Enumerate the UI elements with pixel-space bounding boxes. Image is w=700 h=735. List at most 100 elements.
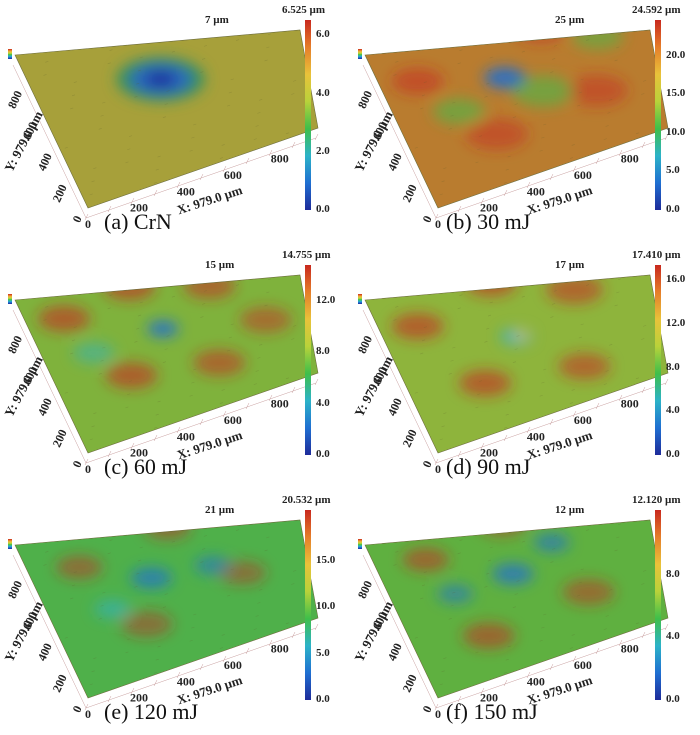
colorbar (655, 510, 661, 700)
x-tick-label: 400 (177, 184, 195, 198)
y-tick-label: 600 (20, 365, 40, 387)
colorbar-max-label: 20.532 µm (282, 494, 331, 506)
x-tick-label: 800 (621, 152, 639, 166)
colorbar-tick-label: 0.0 (666, 448, 680, 460)
z-marker (8, 294, 12, 304)
colorbar-max-label: 14.755 µm (282, 249, 331, 261)
y-tick-label: 400 (385, 641, 405, 663)
colorbar (655, 265, 661, 455)
colorbar-tick-label: 0.0 (316, 448, 330, 460)
x-tick-label: 600 (574, 658, 592, 672)
x-tick-label: 600 (574, 168, 592, 182)
z-max-label: 15 µm (205, 259, 235, 271)
z-marker (8, 49, 12, 59)
panel-caption: (d) 90 mJ (446, 454, 531, 479)
panel-2: 0 200 400 600 800 X: 979.0 µm 0 200 400 600 800 Y: … (350, 0, 700, 245)
colorbar-tick-label: 0.0 (666, 203, 680, 215)
y-tick-label: 0 (69, 703, 84, 714)
base-grid (12, 64, 319, 221)
y-tick-label: 0 (419, 213, 434, 224)
y-tick-label: 200 (50, 427, 70, 449)
height-map-surface (15, 275, 318, 453)
y-tick-label: 800 (5, 578, 25, 600)
base-grid (12, 309, 319, 466)
colorbar-tick-label: 8.0 (316, 345, 330, 358)
panel-caption: (c) 60 mJ (104, 454, 188, 479)
x-tick-label: 400 (527, 674, 545, 688)
colorbar-tick-label: 4.0 (666, 630, 680, 643)
x-tick-label: 200 (480, 691, 498, 705)
y-tick-label: 400 (35, 641, 55, 663)
colorbar-max-label: 17.410 µm (632, 249, 681, 261)
colorbar-tick-label: 4.0 (316, 86, 330, 99)
y-tick-label: 400 (385, 396, 405, 418)
y-tick-label: 200 (50, 672, 70, 694)
x-tick-label: 600 (574, 413, 592, 427)
panel-4: 0 200 400 600 800 X: 979.0 µm 0 200 400 600 800 Y: … (350, 245, 700, 490)
y-tick-label: 0 (69, 213, 84, 224)
panel-5: 0 200 400 600 800 X: 979.0 µm 0 200 400 600 800 Y: … (0, 490, 350, 735)
colorbar (305, 265, 311, 455)
y-tick-label: 600 (20, 610, 40, 632)
colorbar-tick-label: 2.0 (316, 144, 330, 157)
x-tick-label: 800 (271, 642, 289, 656)
colorbar-tick-label: 0.0 (666, 693, 680, 705)
y-tick-label: 400 (35, 151, 55, 173)
height-map-surface (365, 275, 668, 453)
y-tick-label: 200 (400, 427, 420, 449)
y-tick-label: 400 (385, 151, 405, 173)
x-tick-label: 800 (271, 397, 289, 411)
z-marker (358, 539, 362, 549)
x-tick-label: 600 (224, 168, 242, 182)
x-tick-label: 0 (85, 707, 91, 721)
panel-caption: (e) 120 mJ (104, 699, 199, 724)
colorbar-tick-label: 10.0 (666, 125, 686, 138)
colorbar-tick-label: 12.0 (316, 293, 336, 306)
panel-caption: (a) CrN (104, 209, 172, 234)
colorbar (305, 20, 311, 210)
z-max-label: 12 µm (555, 504, 585, 516)
y-tick-label: 0 (69, 458, 84, 469)
x-tick-label: 600 (224, 413, 242, 427)
height-map-surface (15, 520, 318, 698)
colorbar-max-label: 6.525 µm (282, 4, 326, 16)
colorbar-tick-label: 5.0 (666, 164, 680, 177)
panel-caption: (b) 30 mJ (446, 209, 531, 234)
colorbar-tick-label: 6.0 (316, 28, 330, 41)
colorbar-tick-label: 0.0 (316, 203, 330, 215)
colorbar (655, 20, 661, 210)
x-tick-label: 800 (621, 397, 639, 411)
colorbar-tick-label: 10.0 (316, 600, 336, 613)
panel-caption: (f) 150 mJ (446, 699, 538, 724)
x-tick-label: 0 (435, 462, 441, 476)
base-grid (12, 554, 319, 711)
x-tick-label: 200 (480, 446, 498, 460)
x-tick-label: 200 (130, 446, 148, 460)
x-tick-label: 600 (224, 658, 242, 672)
colorbar-tick-label: 8.0 (666, 360, 680, 373)
y-tick-label: 200 (400, 182, 420, 204)
y-tick-label: 600 (370, 610, 390, 632)
height-map-surface (15, 30, 318, 208)
z-marker (358, 49, 362, 59)
panel-6: 0 200 400 600 800 X: 979.0 µm 0 200 400 600 800 Y: … (350, 490, 700, 735)
y-tick-label: 600 (370, 365, 390, 387)
x-tick-label: 200 (130, 201, 148, 215)
x-tick-label: 800 (621, 642, 639, 656)
y-tick-label: 200 (50, 182, 70, 204)
colorbar-max-label: 24.592 µm (632, 4, 681, 16)
colorbar-tick-label: 4.0 (666, 404, 680, 417)
x-tick-label: 0 (435, 707, 441, 721)
colorbar-tick-label: 0.0 (316, 693, 330, 705)
colorbar-tick-label: 5.0 (316, 646, 330, 659)
colorbar-tick-label: 20.0 (666, 48, 686, 61)
base-grid (362, 554, 669, 711)
y-tick-label: 800 (355, 88, 375, 110)
x-tick-label: 0 (435, 217, 441, 231)
z-max-label: 7 µm (205, 14, 229, 26)
base-grid (362, 64, 669, 221)
